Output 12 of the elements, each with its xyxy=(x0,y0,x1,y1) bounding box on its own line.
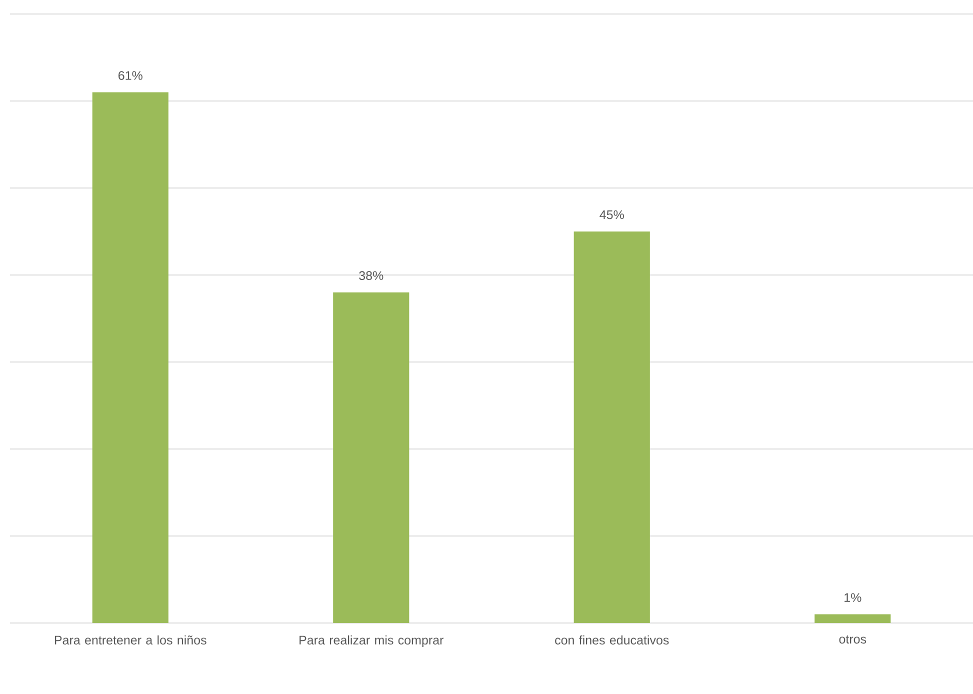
bar xyxy=(574,231,650,623)
bar xyxy=(333,292,410,623)
x-tick-label: otros xyxy=(839,635,866,644)
data-label: 61% xyxy=(118,71,142,80)
bar xyxy=(814,614,891,623)
bar xyxy=(92,92,168,623)
data-label: 45% xyxy=(600,210,624,220)
x-tick-label: con fines educativos xyxy=(555,635,669,645)
data-label: 38% xyxy=(359,271,384,280)
x-tick-label: Para entretener a los niños xyxy=(54,635,206,645)
data-label: 1% xyxy=(844,593,862,602)
x-tick-label: Para realizar mis comprar xyxy=(300,635,444,648)
